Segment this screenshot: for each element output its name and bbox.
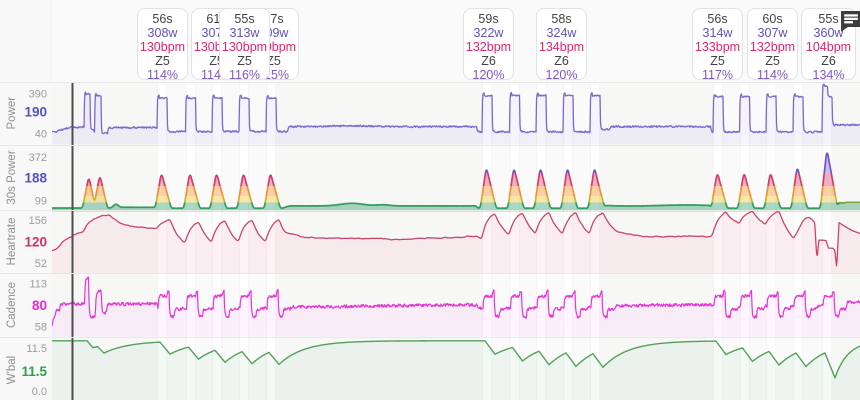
svg-text:80: 80 [32,298,47,313]
svg-text:52: 52 [35,258,47,270]
svg-text:372: 372 [29,152,47,164]
svg-text:30s Power: 30s Power [6,150,18,205]
svg-text:0.0: 0.0 [32,386,47,398]
svg-text:11.5: 11.5 [21,364,47,379]
svg-text:99: 99 [35,195,47,207]
svg-text:188: 188 [24,170,47,185]
svg-text:390: 390 [29,89,47,101]
svg-text:120: 120 [24,235,47,250]
svg-text:Power: Power [6,97,18,130]
svg-text:58: 58 [35,322,47,334]
svg-text:Heartrate: Heartrate [6,218,18,266]
svg-text:113: 113 [29,279,47,291]
svg-text:40: 40 [35,128,47,140]
svg-text:Cadence: Cadence [6,282,18,328]
svg-text:W'bal: W'bal [6,356,18,384]
svg-text:156: 156 [29,215,47,227]
svg-text:190: 190 [24,105,47,120]
svg-text:11.5: 11.5 [26,343,47,355]
